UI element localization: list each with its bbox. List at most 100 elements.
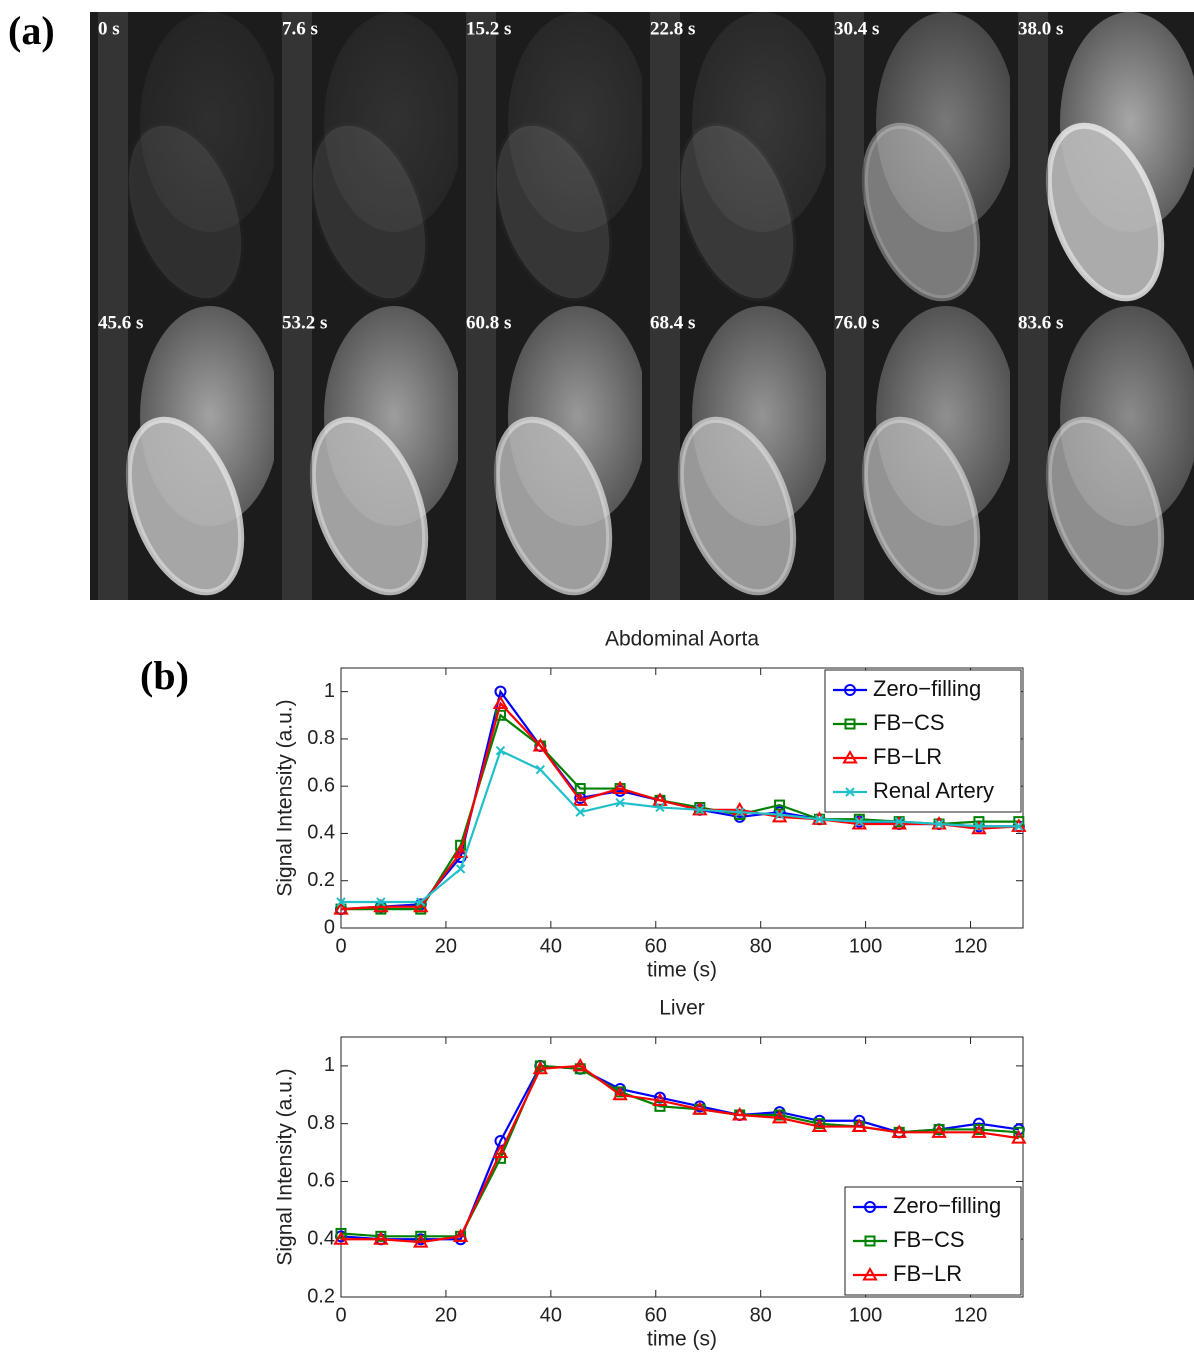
marker xyxy=(615,798,625,808)
mri-frame: 45.6 s xyxy=(90,306,280,600)
frame-label: 7.6 s xyxy=(282,18,318,39)
mri-frame: 76.0 s xyxy=(826,306,1016,600)
marker xyxy=(532,737,549,752)
kidney xyxy=(861,416,981,596)
marker xyxy=(934,819,944,829)
x-tick-label: 80 xyxy=(750,935,772,957)
marker xyxy=(373,1231,389,1245)
x-tick-label: 40 xyxy=(540,1304,562,1326)
marker xyxy=(654,1100,666,1112)
legend-marker xyxy=(844,718,856,730)
marker xyxy=(1013,1126,1025,1138)
marker xyxy=(455,864,466,874)
y-tick-label: 0.2 xyxy=(307,869,335,891)
legend-label: FB−LR xyxy=(873,744,942,769)
y-tick-label: 0.4 xyxy=(307,822,335,844)
kidney xyxy=(493,416,613,596)
frame-label: 53.2 s xyxy=(282,312,327,333)
x-tick-label: 20 xyxy=(435,1304,457,1326)
kidney xyxy=(1045,416,1165,596)
spine xyxy=(98,12,128,306)
spine xyxy=(834,12,864,306)
y-axis-title: Signal Intensity (a.u.) xyxy=(274,1068,297,1265)
marker xyxy=(416,897,426,907)
marker xyxy=(336,897,346,907)
marker xyxy=(652,1092,668,1107)
marker xyxy=(811,1118,828,1133)
liver xyxy=(508,12,648,232)
marker xyxy=(494,709,506,721)
line-chart: Liver time (s) Signal Intensity (a.u.) 0 20 4… xyxy=(274,997,1027,1351)
mri-frame: 7.6 s xyxy=(274,12,464,306)
mri-frame: 30.4 s xyxy=(826,12,1016,306)
legend-box xyxy=(824,669,1022,813)
marker xyxy=(452,844,469,858)
x-tick-label: 60 xyxy=(645,1304,667,1326)
marker xyxy=(692,1101,708,1115)
y-tick-label: 0.2 xyxy=(307,1285,335,1307)
liver xyxy=(324,12,464,232)
panel-label: (b) xyxy=(140,653,189,698)
frame-label: 22.8 s xyxy=(650,18,695,39)
marker xyxy=(532,1060,549,1075)
marker xyxy=(452,1228,469,1242)
marker xyxy=(413,1234,429,1248)
y-tick-label: 0 xyxy=(324,916,335,938)
mri-frame: 83.6 s xyxy=(1010,306,1194,600)
marker xyxy=(652,792,668,806)
kidney xyxy=(680,125,794,299)
liver xyxy=(692,12,832,232)
marker xyxy=(894,816,904,827)
legend-label: FB−LR xyxy=(893,1261,962,1286)
kidney xyxy=(309,416,429,596)
panel-label: (a) xyxy=(8,8,55,53)
x-tick-label: 40 xyxy=(540,935,562,957)
spine xyxy=(1018,306,1048,600)
y-axis-title: Signal Intensity (a.u.) xyxy=(274,699,297,896)
x-tick-label: 120 xyxy=(954,1304,987,1326)
spine xyxy=(98,306,128,600)
marker xyxy=(492,1144,509,1159)
y-tick-label: 0.4 xyxy=(307,1228,335,1250)
marker xyxy=(612,780,628,795)
spine xyxy=(834,306,864,600)
kidney xyxy=(861,122,981,302)
line-chart: Abdominal Aorta time (s) Signal Intensity … xyxy=(274,628,1027,982)
legend: Zero−filling FB−CS FB−LR Renal Artery xyxy=(824,669,1022,813)
x-axis-title: time (s) xyxy=(647,1328,717,1351)
x-tick-label: 0 xyxy=(335,935,346,957)
frame-label: 76.0 s xyxy=(834,312,879,333)
legend-marker xyxy=(864,1235,876,1247)
marker xyxy=(891,1124,907,1138)
kidney xyxy=(496,125,610,299)
y-tick-label: 0.8 xyxy=(307,727,335,749)
marker xyxy=(854,816,865,827)
legend-marker xyxy=(864,1201,876,1213)
mri-frame: 15.2 s xyxy=(458,12,648,306)
spine xyxy=(1018,12,1048,306)
image-grid: 0 s 7.6 s 15.2 s 22.8 s 30.4 s 38.0 s 45.6 s 53… xyxy=(90,12,1194,600)
marker xyxy=(333,1231,349,1245)
legend-label: Zero−filling xyxy=(873,676,981,701)
mri-frame: 0 s xyxy=(90,12,280,306)
legend-marker xyxy=(845,787,855,797)
spine xyxy=(650,306,680,600)
x-tick-label: 60 xyxy=(645,935,667,957)
series-line xyxy=(341,1064,1019,1244)
marker xyxy=(335,1227,347,1239)
spine xyxy=(282,12,312,306)
frame-label: 68.4 s xyxy=(650,312,695,333)
marker xyxy=(612,1086,628,1101)
mri-frame: 60.8 s xyxy=(458,306,648,600)
legend-label: Zero−filling xyxy=(893,1193,1001,1218)
kidney xyxy=(128,125,242,299)
spine xyxy=(466,306,496,600)
y-tick-label: 1 xyxy=(324,680,335,702)
marker xyxy=(735,807,745,817)
marker xyxy=(851,1118,868,1133)
kidney xyxy=(125,416,245,596)
legend-label: FB−CS xyxy=(893,1227,965,1252)
marker xyxy=(572,792,588,806)
legend: Zero−filling FB−CS FB−LR xyxy=(844,1186,1022,1296)
marker xyxy=(695,805,705,815)
